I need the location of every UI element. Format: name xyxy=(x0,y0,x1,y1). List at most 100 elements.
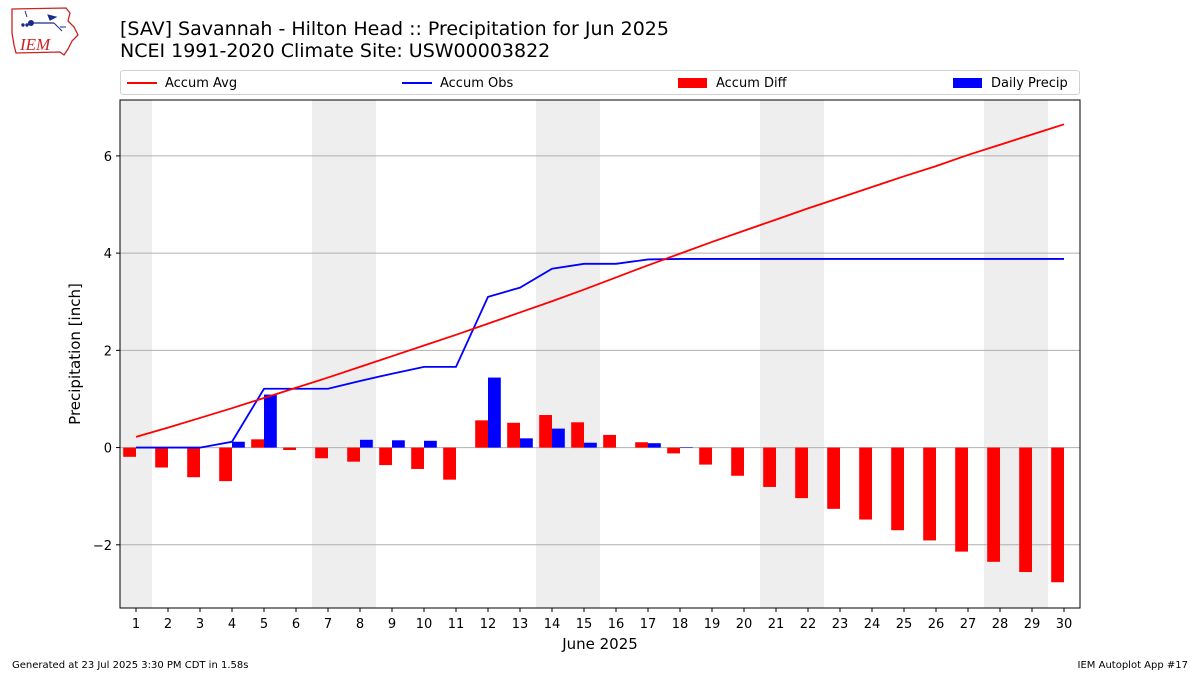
bar-accum-diff-day-5 xyxy=(251,439,264,448)
bar-accum-diff-day-21 xyxy=(763,447,776,487)
x-tick-label-18: 18 xyxy=(672,617,689,632)
series-lines xyxy=(135,123,1065,449)
bar-daily-precip-day-8 xyxy=(360,439,373,448)
x-tick-label-22: 22 xyxy=(800,617,817,632)
x-tick-label-30: 30 xyxy=(1056,617,1073,632)
x-tick-label-23: 23 xyxy=(832,617,849,632)
bar-daily-precip-day-17 xyxy=(648,443,661,448)
chart-legend: Accum Avg Accum Obs Accum Diff Daily Pre… xyxy=(120,70,1080,95)
bar-daily-precip-day-10 xyxy=(424,440,437,448)
plot-frame xyxy=(119,99,1081,609)
bar-accum-diff-day-24 xyxy=(859,447,872,520)
x-tick-label-2: 2 xyxy=(164,617,172,632)
legend-item-accum-avg: Accum Avg xyxy=(127,74,237,92)
bar-accum-diff-day-2 xyxy=(155,447,168,468)
bar-accum-diff-day-6 xyxy=(283,447,296,451)
weekend-band-day-1 xyxy=(120,100,152,608)
bar-accum-diff-day-17 xyxy=(635,442,648,448)
y-tick-label--2: −2 xyxy=(93,539,112,554)
y-tick-label-2: 2 xyxy=(104,344,112,359)
weather-symbols-icon xyxy=(21,10,66,32)
y-ticks: −2 0 2 4 6 xyxy=(93,150,120,554)
axes xyxy=(119,99,1081,609)
legend-item-accum-diff: Accum Diff xyxy=(678,74,787,92)
bar-accum-diff-day-15 xyxy=(571,422,584,448)
bar-daily-precip-day-14 xyxy=(552,428,565,448)
legend-label-daily-precip: Daily Precip xyxy=(991,75,1068,91)
bar-accum-diff-day-10 xyxy=(411,447,424,469)
bar-accum-diff-day-25 xyxy=(891,447,904,531)
legend-swatch-accum-obs xyxy=(402,82,432,84)
bar-accum-diff-day-30 xyxy=(1051,447,1064,583)
legend-label-accum-avg: Accum Avg xyxy=(165,75,238,91)
legend-label-accum-obs: Accum Obs xyxy=(440,75,514,91)
legend-item-accum-obs: Accum Obs xyxy=(402,74,513,92)
x-tick-label-4: 4 xyxy=(228,617,236,632)
legend-item-daily-precip: Daily Precip xyxy=(953,74,1068,92)
x-tick-label-13: 13 xyxy=(512,617,529,632)
x-tick-label-17: 17 xyxy=(640,617,657,632)
weekend-band-day-22 xyxy=(792,100,824,608)
weekend-band-day-8 xyxy=(344,100,376,608)
bar-daily-precip-day-5 xyxy=(264,394,277,448)
iowa-outline-icon xyxy=(11,7,79,56)
x-tick-label-10: 10 xyxy=(416,617,433,632)
bar-accum-diff-day-20 xyxy=(731,447,744,476)
x-ticks: 1 2 3 4 5 6 7 8 9 10 11 12 13 14 15 16 17 18 19 20 21 22 23 24 2… xyxy=(132,608,1072,632)
x-tick-label-25: 25 xyxy=(896,617,913,632)
x-tick-label-20: 20 xyxy=(736,617,753,632)
bar-accum-diff-day-14 xyxy=(539,415,552,448)
x-tick-label-5: 5 xyxy=(260,617,268,632)
x-tick-label-24: 24 xyxy=(864,617,881,632)
legend-swatch-accum-avg xyxy=(127,82,157,84)
weekend-bands xyxy=(120,100,1048,608)
line-accum-avg xyxy=(135,123,1065,438)
x-axis-label: June 2025 xyxy=(561,635,638,653)
bar-daily-precip-day-15 xyxy=(584,442,597,448)
weekend-band-day-21 xyxy=(760,100,792,608)
bar-accum-diff-day-28 xyxy=(987,447,1000,562)
chart-subtitle: NCEI 1991-2020 Climate Site: USW00003822 xyxy=(120,40,551,62)
x-tick-label-21: 21 xyxy=(768,617,785,632)
bar-accum-diff-day-16 xyxy=(603,434,616,448)
iem-logo: IEM xyxy=(11,7,79,56)
bar-accum-diff-day-11 xyxy=(443,447,456,480)
x-tick-label-3: 3 xyxy=(196,617,204,632)
bar-accum-diff-day-4 xyxy=(219,447,232,482)
x-tick-label-6: 6 xyxy=(292,617,300,632)
logo-text: IEM xyxy=(19,35,51,54)
x-tick-label-29: 29 xyxy=(1024,617,1041,632)
y-tick-label-0: 0 xyxy=(104,442,112,457)
x-tick-label-19: 19 xyxy=(704,617,721,632)
bar-accum-diff-day-3 xyxy=(187,447,200,478)
legend-swatch-accum-diff xyxy=(678,78,707,88)
weekend-band-day-14 xyxy=(536,100,568,608)
y-axis-label: Precipitation [inch] xyxy=(66,283,84,425)
x-tick-label-1: 1 xyxy=(132,617,140,632)
x-tick-label-15: 15 xyxy=(576,617,593,632)
x-tick-label-11: 11 xyxy=(448,617,465,632)
bar-accum-diff-day-23 xyxy=(827,447,840,509)
bar-accum-diff-day-13 xyxy=(507,422,520,448)
legend-label-accum-diff: Accum Diff xyxy=(716,75,787,91)
x-tick-label-28: 28 xyxy=(992,617,1009,632)
bar-accum-diff-day-1 xyxy=(123,447,136,457)
bars xyxy=(123,377,1064,583)
y-tick-label-6: 6 xyxy=(104,150,112,165)
bar-accum-diff-day-27 xyxy=(955,447,968,552)
x-tick-label-26: 26 xyxy=(928,617,945,632)
bar-accum-diff-day-29 xyxy=(1019,447,1032,573)
bar-accum-diff-day-12 xyxy=(475,420,488,448)
bar-accum-diff-day-7 xyxy=(315,447,328,459)
app-id-label: IEM Autoplot App #17 xyxy=(1077,660,1188,671)
y-tick-label-4: 4 xyxy=(104,247,112,262)
bar-accum-diff-day-19 xyxy=(699,447,712,465)
bar-daily-precip-day-12 xyxy=(488,377,501,448)
x-tick-label-14: 14 xyxy=(544,617,561,632)
x-tick-label-16: 16 xyxy=(608,617,625,632)
x-tick-label-8: 8 xyxy=(356,617,364,632)
bar-accum-diff-day-8 xyxy=(347,447,360,462)
x-tick-label-27: 27 xyxy=(960,617,977,632)
chart-title: [SAV] Savannah - Hilton Head :: Precipit… xyxy=(120,18,669,40)
